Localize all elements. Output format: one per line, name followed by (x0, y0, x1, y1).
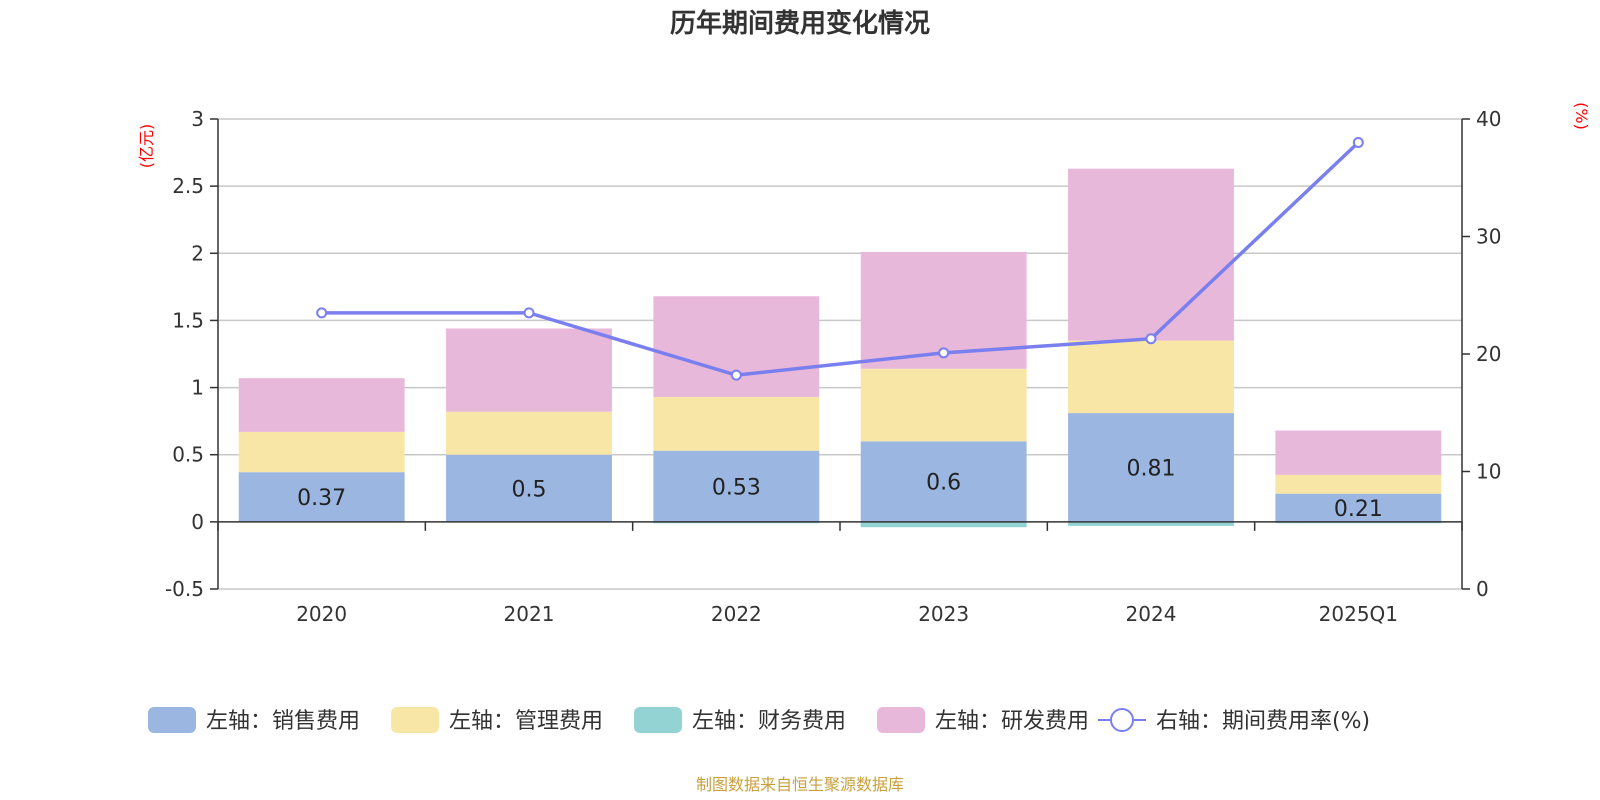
right-axis-tick-label: 20 (1476, 342, 1501, 366)
data-label: 0.53 (712, 475, 761, 500)
rate-point (316, 307, 328, 319)
bar-segment (238, 472, 405, 522)
data-label: 0.21 (1334, 497, 1383, 522)
legend-swatch (391, 707, 439, 733)
legend-item[interactable]: 左轴：财务费用 (634, 707, 846, 734)
bar-segment (653, 450, 820, 522)
right-axis-tick-label: 40 (1476, 107, 1501, 131)
bar-segment (1068, 340, 1234, 414)
x-axis-tick-label: 2020 (296, 602, 347, 626)
left-axis-tick-label: 0 (191, 510, 204, 534)
bar-segment (446, 328, 612, 412)
legend-marker (1110, 708, 1134, 732)
data-label: 0.5 (512, 477, 547, 502)
legend-swatch (634, 707, 682, 733)
left-axis-unit: (亿元) (137, 124, 156, 169)
left-axis-tick-label: 0.5 (172, 443, 204, 467)
bar-segment (1275, 430, 1442, 475)
legend-item[interactable]: 左轴：管理费用 (391, 707, 603, 734)
bars (238, 168, 1442, 528)
rate-point (730, 369, 742, 381)
bar-segment (238, 431, 405, 473)
legend-item[interactable]: 右轴：期间费用率(%) (1098, 708, 1370, 734)
left-axis-tick-label: 2 (191, 241, 204, 265)
bar-segment (1068, 413, 1234, 522)
legend[interactable]: 左轴：销售费用 左轴：管理费用 左轴：财务费用 左轴：研发费用 右轴：期间费用率(%) (148, 707, 1370, 734)
legend-label: 左轴：管理费用 (449, 709, 603, 734)
left-axis-tick-label: 2.5 (172, 174, 204, 198)
bar-segment (653, 396, 820, 451)
bar-segment (1275, 474, 1442, 494)
rate-point (523, 307, 535, 319)
data-label: 0.6 (926, 471, 961, 496)
legend-swatch (877, 707, 925, 733)
right-axis-unit: (%) (1572, 102, 1591, 130)
rate-point (1145, 333, 1157, 345)
legend-label: 左轴：研发费用 (935, 709, 1089, 734)
rate-line-path (321, 141, 1360, 377)
left-axis-tick-label: -0.5 (165, 577, 204, 601)
rate-point (938, 347, 950, 359)
right-axis-tick-label: 10 (1476, 460, 1501, 484)
rate-line (316, 137, 1364, 381)
bar-segment (860, 441, 1027, 522)
gridlines (218, 118, 1462, 590)
right-axis-tick-label: 0 (1476, 577, 1489, 601)
bar-segment (446, 454, 612, 522)
bar-segment (1068, 521, 1234, 526)
bar-segment (860, 368, 1027, 442)
source-note: 制图数据来自恒生聚源数据库 (696, 775, 904, 794)
legend-label: 左轴：销售费用 (206, 709, 360, 734)
chart-title: 历年期间费用变化情况 (670, 8, 930, 39)
x-axis-tick-label: 2024 (1126, 602, 1177, 626)
bar-segment (653, 296, 820, 397)
legend-swatch (148, 707, 196, 733)
x-axis-tick-label: 2022 (711, 602, 762, 626)
data-label: 0.81 (1127, 456, 1176, 481)
data-labels: 0.37 0.5 0.53 0.6 0.81 0.21 (297, 456, 1383, 521)
rate-point (1352, 137, 1364, 148)
left-axis-tick-label: 1 (191, 376, 204, 400)
bar-segment (860, 521, 1027, 528)
data-label: 0.37 (297, 486, 346, 511)
x-axis-tick-label: 2021 (504, 602, 555, 626)
legend-label: 左轴：财务费用 (692, 709, 846, 734)
x-axis-tick-label: 2023 (918, 602, 969, 626)
right-axis-tick-label: 30 (1476, 225, 1501, 249)
x-axis-tick-label: 2025Q1 (1319, 602, 1398, 626)
legend-item[interactable]: 左轴：销售费用 (148, 707, 360, 734)
bar-segment (1275, 493, 1442, 522)
left-axis-tick-label: 3 (191, 107, 204, 131)
legend-item[interactable]: 左轴：研发费用 (877, 707, 1089, 734)
bar-segment (1068, 168, 1234, 341)
bar-segment (238, 378, 405, 432)
legend-label: 右轴：期间费用率(%) (1156, 709, 1370, 734)
left-axis-tick-label: 1.5 (172, 308, 204, 332)
bar-segment (446, 411, 612, 455)
